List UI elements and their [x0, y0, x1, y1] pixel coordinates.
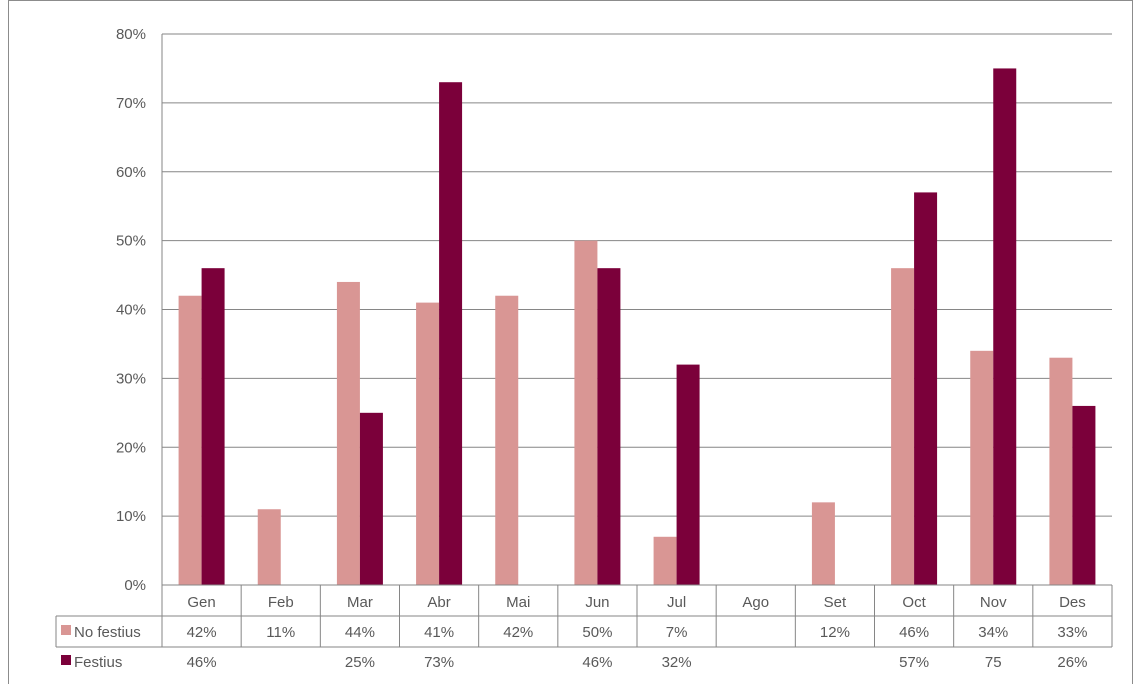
bar-festius [914, 192, 938, 585]
gridlines [162, 33, 1112, 586]
category-label: Set [824, 594, 847, 611]
y-tick-label: 40% [116, 302, 146, 319]
chart-frame [8, 0, 1133, 684]
legend-label: No festius [74, 624, 141, 641]
bar-no-festius [257, 509, 281, 585]
table-cell-value: 11% [266, 624, 295, 641]
category-label: Abr [427, 594, 450, 611]
table-cell-value: 44% [345, 624, 375, 641]
table-cell-value: 75 [985, 654, 1002, 671]
y-tick-label: 70% [116, 95, 146, 112]
bar-no-festius [416, 302, 440, 585]
legend-swatch [61, 655, 71, 665]
bar-festius [359, 412, 383, 585]
table-cell-value: 7% [666, 624, 688, 641]
table-cell-value: 57% [899, 654, 929, 671]
category-label: Des [1059, 594, 1086, 611]
bar-no-festius [495, 295, 519, 585]
category-label: Mar [347, 594, 373, 611]
bar-no-festius [891, 268, 915, 585]
bar-festius [676, 364, 700, 585]
table-cell-value: 46% [899, 624, 929, 641]
category-label: Jun [585, 594, 609, 611]
y-axis: 0% 10% 20% 30% 40% 50% 60% 70% 80% [116, 26, 163, 594]
y-tick-label: 20% [116, 439, 146, 456]
table-cell-value: 25% [345, 654, 375, 671]
bar-no-festius [336, 281, 360, 585]
bar-no-festius [574, 240, 598, 585]
table-cell-value: 46% [187, 654, 217, 671]
category-label: Feb [268, 594, 294, 611]
category-label: Gen [187, 594, 215, 611]
table-cell-value: 50% [582, 624, 612, 641]
category-label: Jul [667, 594, 686, 611]
category-label: Mai [506, 594, 530, 611]
legend-swatch [61, 625, 71, 635]
bars [178, 68, 1096, 586]
y-tick-label: 0% [124, 577, 146, 594]
y-tick-label: 10% [116, 508, 146, 525]
bar-festius [597, 268, 621, 585]
category-label: Nov [980, 594, 1007, 611]
table-cell-value: 33% [1057, 624, 1087, 641]
category-label: Oct [902, 594, 926, 611]
table-cell-value: 41% [424, 624, 454, 641]
table-cell-value: 42% [187, 624, 217, 641]
y-tick-label: 80% [116, 26, 146, 43]
bar-festius [201, 268, 225, 585]
table-cell-value: 12% [820, 624, 850, 641]
bar-no-festius [1049, 357, 1073, 585]
bar-no-festius [811, 502, 835, 585]
legend-label: Festius [74, 654, 122, 671]
y-tick-label: 30% [116, 370, 146, 387]
category-label: Ago [742, 594, 769, 611]
table-cell-value: 32% [662, 654, 692, 671]
data-table: Gen Feb Mar Abr Mai Jun Jul Ago Set Oct Nov Des No f… [55, 584, 1113, 671]
bar-festius [993, 68, 1017, 585]
y-tick-label: 60% [116, 164, 146, 181]
bar-festius [1072, 405, 1096, 585]
table-cell-value: 26% [1057, 654, 1087, 671]
bar-no-festius [653, 536, 677, 585]
bar-festius [439, 82, 463, 586]
table-cell-value: 42% [503, 624, 533, 641]
table-cell-value: 46% [582, 654, 612, 671]
table-cell-value: 34% [978, 624, 1008, 641]
table-cell-value: 73% [424, 654, 454, 671]
bar-no-festius [970, 350, 994, 585]
bar-no-festius [178, 295, 202, 585]
y-tick-label: 50% [116, 233, 146, 250]
